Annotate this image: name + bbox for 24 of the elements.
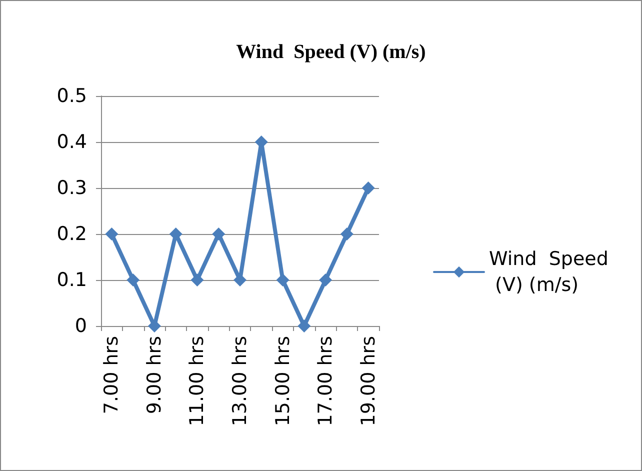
point xyxy=(105,228,118,240)
x-tick-label: 9.00 hrs xyxy=(143,336,166,414)
x-tick-label: 19.00 hrs xyxy=(357,336,380,426)
point xyxy=(340,228,354,240)
legend-label: Wind Speed (V) (m/s) xyxy=(489,248,608,296)
x-tick-label: 13.00 hrs xyxy=(229,336,251,426)
y-tick-label: 0.3 xyxy=(56,177,87,199)
y-tick-label: 0.1 xyxy=(56,269,87,291)
point xyxy=(126,274,140,286)
x-tick-label: 15.00 hrs xyxy=(272,336,294,426)
y-tick-label: 0 xyxy=(74,315,87,337)
y-tick-label: 0.5 xyxy=(56,85,87,107)
y-tick-label: 0.2 xyxy=(56,223,87,245)
x-tick-label: 7.00 hrs xyxy=(100,336,123,414)
point xyxy=(362,182,375,194)
point xyxy=(298,320,311,332)
point xyxy=(190,274,204,286)
y-tick-label: 0.4 xyxy=(56,131,87,153)
point xyxy=(276,274,290,286)
chart-title: Wind Speed (V) (m/s) xyxy=(236,41,426,63)
point xyxy=(212,228,226,240)
point xyxy=(319,274,332,286)
x-tick-label: 11.00 hrs xyxy=(186,336,208,426)
x-tick-label: 17.00 hrs xyxy=(314,336,337,426)
